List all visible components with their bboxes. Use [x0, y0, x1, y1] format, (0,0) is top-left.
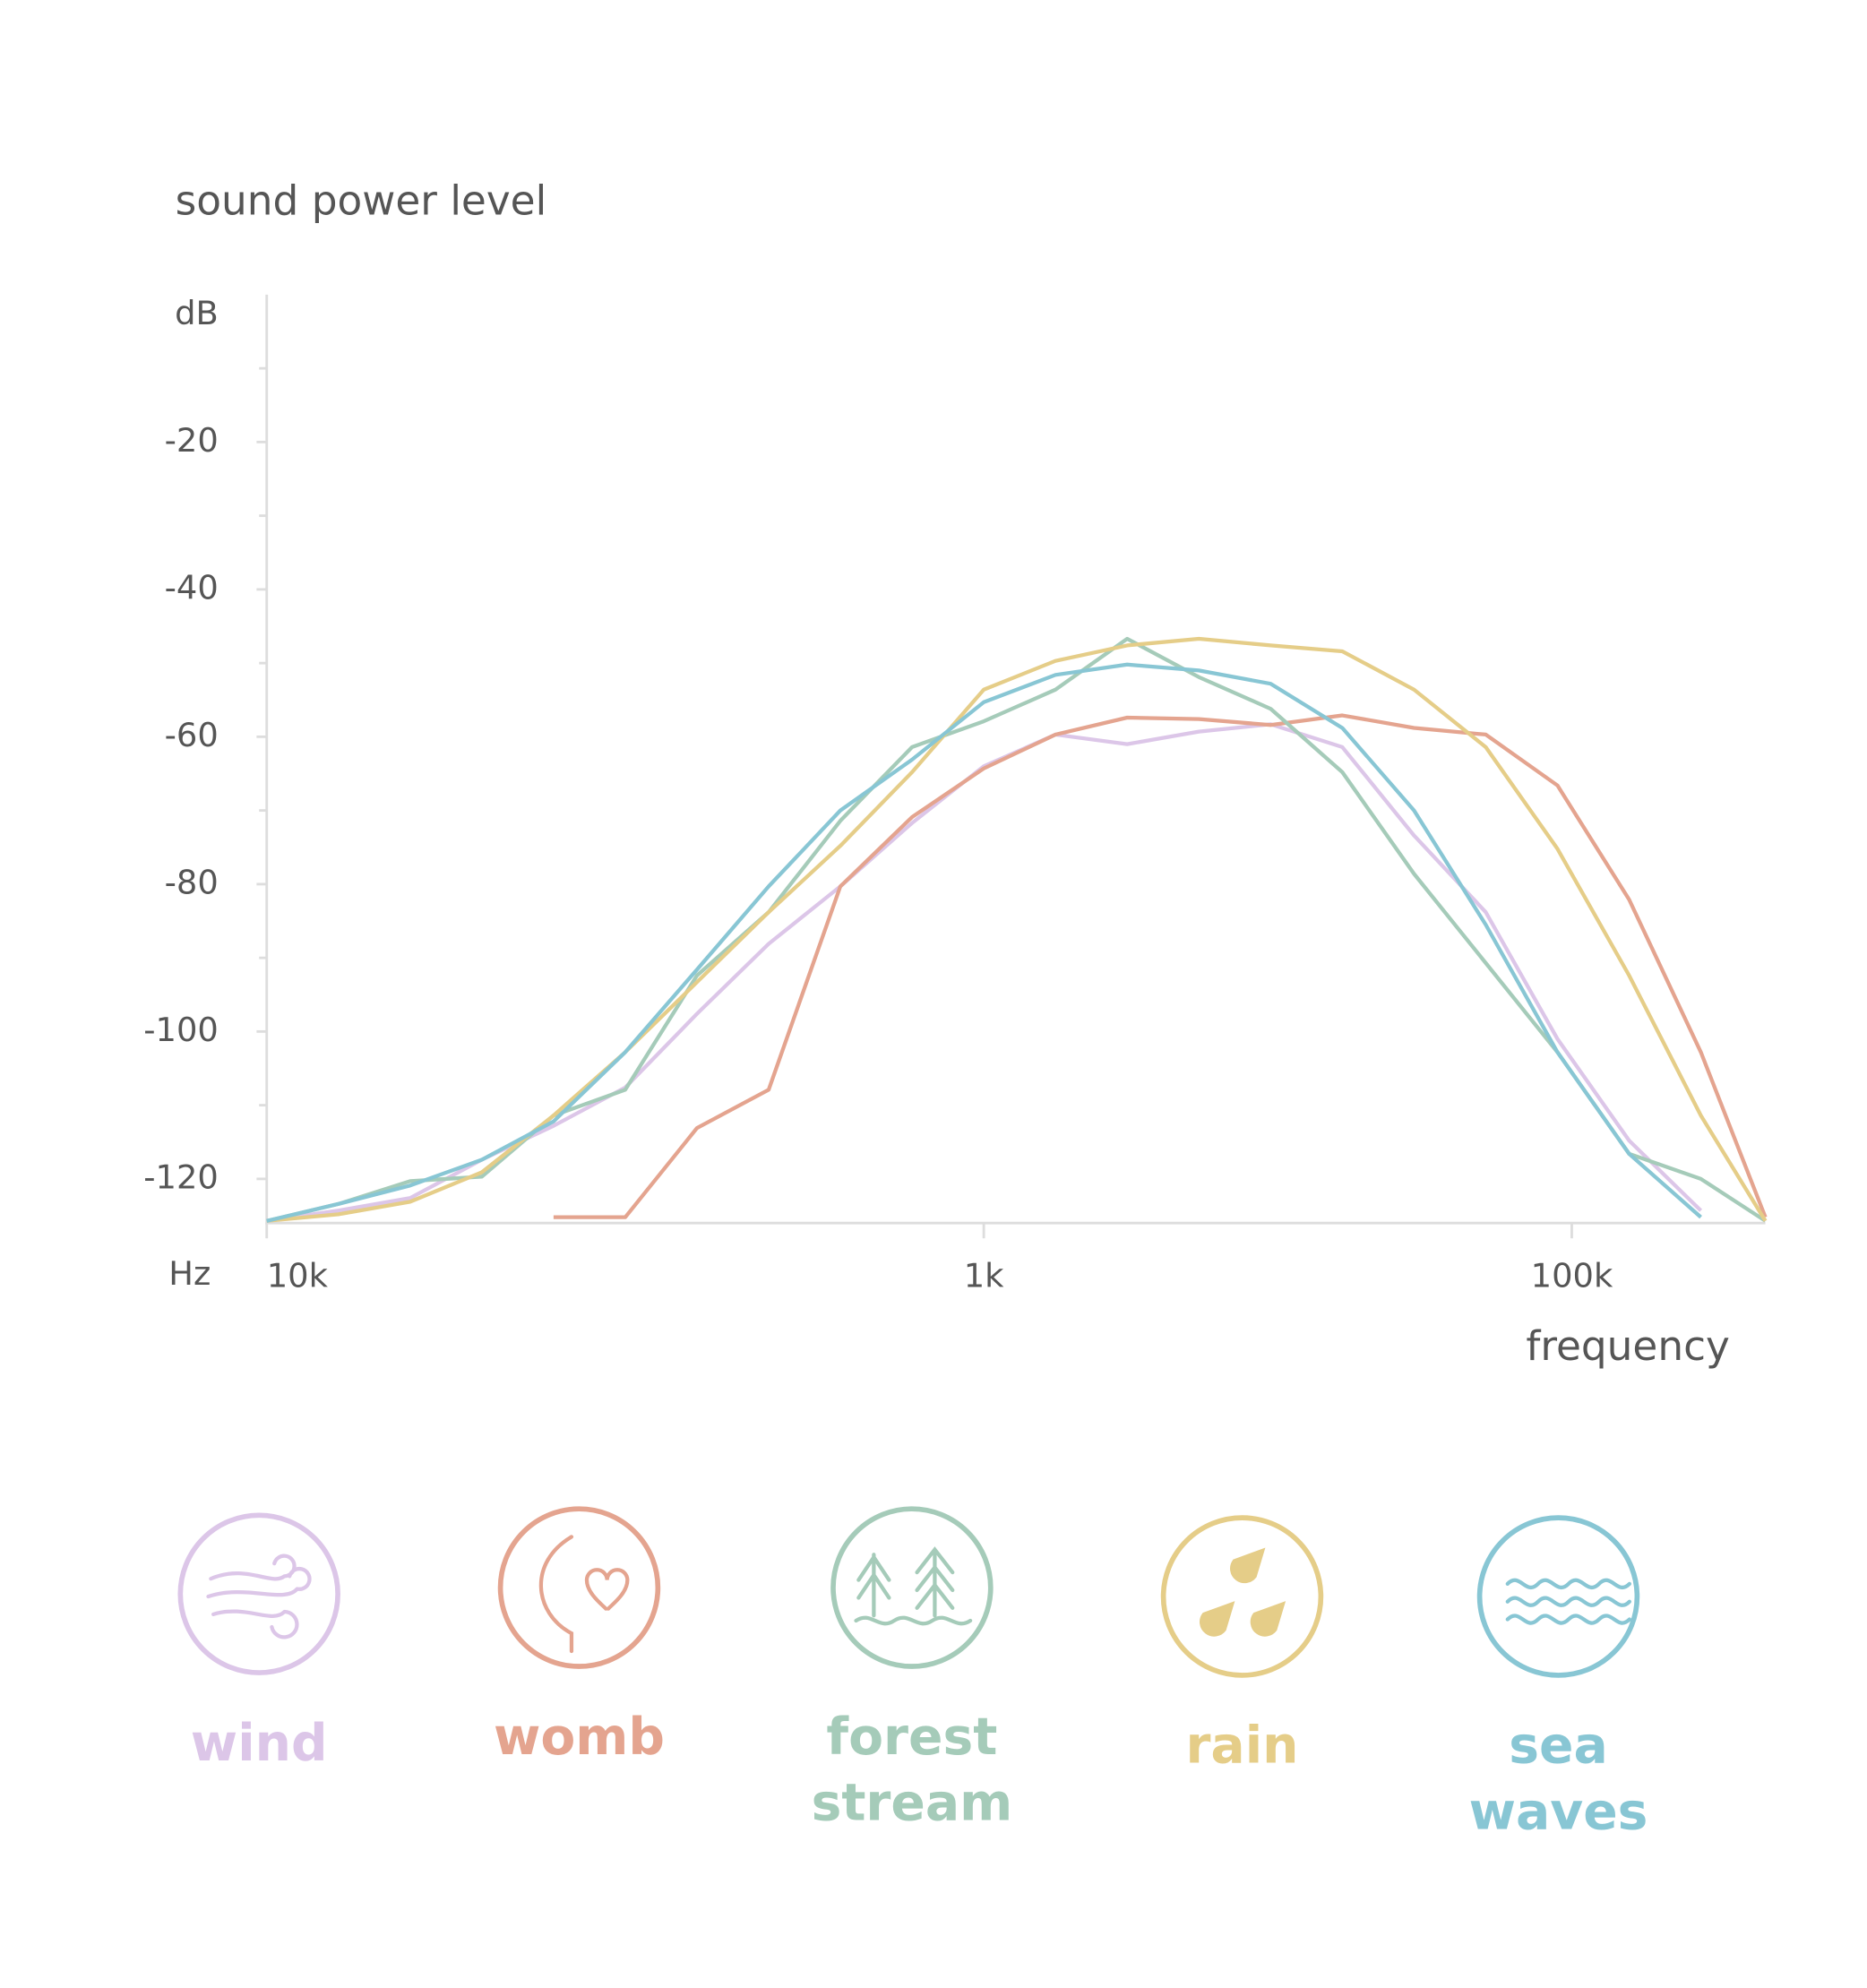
- legend-icon: [1200, 1547, 1286, 1637]
- legend-label: sea waves: [1468, 1717, 1648, 1842]
- y-tick-label: -120: [143, 1158, 219, 1196]
- legend-icon: [206, 1553, 312, 1639]
- series-line: [266, 662, 1702, 1223]
- x-axis-title: frequency: [1526, 1322, 1730, 1370]
- legend-label: wind: [190, 1714, 328, 1774]
- legend-icon-ring: [497, 1506, 661, 1669]
- legend-icon: [538, 1535, 630, 1654]
- legend-label: forest stream: [811, 1708, 1013, 1833]
- legend-icon-ring: [1476, 1515, 1640, 1678]
- legend-icon-ring: [177, 1512, 340, 1675]
- legend-icon: [1505, 1578, 1632, 1625]
- y-tick-label: -100: [143, 1011, 219, 1049]
- y-tick-label: -40: [165, 568, 219, 607]
- series-line: [266, 636, 1768, 1223]
- x-unit: Hz: [168, 1254, 211, 1293]
- x-tick-label: 10k: [267, 1257, 329, 1295]
- legend-label: womb: [493, 1708, 665, 1767]
- y-unit: dB: [175, 294, 219, 332]
- y-tick-label: -20: [165, 421, 219, 460]
- y-tick-label: -80: [165, 863, 219, 901]
- legend-label: rain: [1185, 1717, 1299, 1776]
- y-tick-label: -60: [165, 716, 219, 754]
- series-line: [266, 722, 1703, 1223]
- series-line: [553, 713, 1768, 1219]
- x-tick-label: 100k: [1531, 1257, 1613, 1295]
- x-tick-label: 1k: [964, 1257, 1004, 1295]
- legend-icon: [854, 1546, 973, 1626]
- legend-icon-ring: [1160, 1515, 1324, 1678]
- legend-icon-ring: [830, 1506, 994, 1669]
- series-line: [266, 636, 1767, 1223]
- axis-title: sound power level: [176, 176, 547, 224]
